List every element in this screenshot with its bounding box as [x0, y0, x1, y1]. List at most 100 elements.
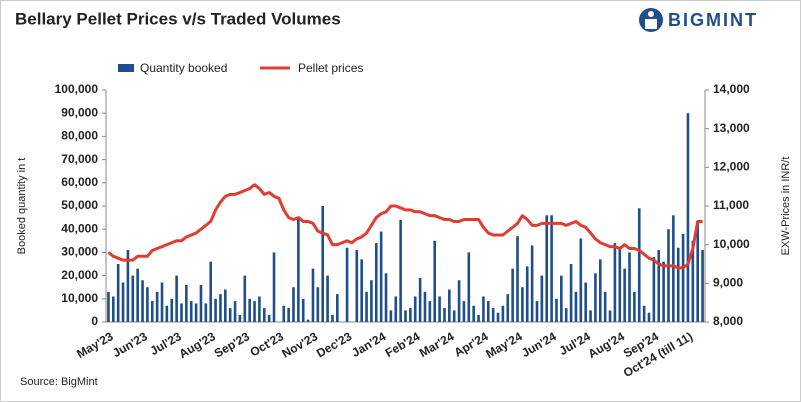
price-line — [107, 183, 703, 270]
bar — [365, 291, 368, 322]
bar — [530, 245, 534, 322]
bar — [633, 291, 636, 322]
y2-tick-label: 9,000 — [713, 276, 743, 290]
bar — [696, 222, 699, 322]
bar — [496, 312, 500, 322]
bar — [199, 284, 203, 322]
bar — [579, 238, 583, 322]
bar — [238, 315, 242, 322]
legend-swatch — [118, 64, 134, 72]
bar — [262, 308, 266, 322]
bar — [535, 301, 539, 322]
y-tick-label: 70,000 — [61, 152, 98, 166]
bar — [297, 217, 300, 322]
bar — [550, 215, 553, 322]
bar — [345, 247, 349, 322]
bar — [506, 294, 510, 322]
legend-item: Quantity booked — [118, 61, 227, 75]
bar — [516, 236, 519, 322]
logo: BIGMINT — [639, 8, 756, 32]
bar — [462, 301, 466, 322]
bar — [131, 275, 135, 322]
bar — [326, 275, 329, 322]
bar — [374, 243, 378, 322]
bar — [219, 294, 222, 322]
bar — [540, 275, 544, 322]
bar — [316, 287, 320, 322]
y-tick-label: 50,000 — [61, 198, 98, 212]
bar — [243, 275, 247, 322]
bar — [594, 273, 597, 322]
y-tick-label: 60,000 — [61, 175, 98, 189]
bar — [146, 287, 149, 322]
bar — [141, 280, 144, 322]
bar — [185, 284, 188, 322]
bar — [525, 266, 529, 322]
bar — [112, 296, 115, 322]
bar — [370, 280, 373, 322]
bar — [180, 303, 183, 322]
bar — [443, 308, 446, 322]
bar — [126, 250, 130, 322]
bar — [155, 291, 159, 322]
bar — [647, 312, 651, 322]
bar — [457, 280, 461, 322]
bar — [306, 319, 310, 322]
bar — [209, 261, 213, 322]
y2-axis-label: EXW-Prices in INR/t — [780, 157, 792, 256]
bar — [428, 301, 432, 322]
bar — [555, 298, 558, 322]
bar — [116, 264, 120, 322]
bar — [598, 259, 602, 322]
bar — [170, 298, 174, 322]
bar — [564, 308, 568, 322]
y2-tick-label: 12,000 — [713, 160, 750, 174]
logo-icon — [648, 11, 654, 17]
bar — [336, 294, 339, 322]
legend-label: Pellet prices — [298, 61, 363, 75]
bar — [613, 243, 617, 322]
bar — [472, 305, 475, 322]
bar — [413, 296, 417, 322]
y-tick-label: 100,000 — [55, 82, 99, 96]
bar — [228, 308, 232, 322]
bar — [423, 291, 427, 322]
bar — [136, 268, 139, 322]
y2-tick-label: 8,000 — [713, 314, 743, 328]
bar — [501, 305, 505, 322]
bar — [258, 296, 261, 322]
bar — [652, 257, 656, 322]
bar — [253, 301, 256, 322]
bar — [360, 259, 363, 322]
bar — [175, 275, 178, 322]
logo-icon — [645, 19, 657, 29]
y2-tick-label: 14,000 — [713, 82, 750, 96]
bar — [603, 291, 607, 322]
bar — [569, 264, 573, 322]
bar — [521, 287, 524, 322]
bar — [676, 247, 680, 322]
chart-title: Bellary Pellet Prices v/s Traded Volumes — [15, 9, 341, 28]
bar — [448, 289, 451, 322]
bar — [389, 310, 393, 322]
y-tick-label: 20,000 — [61, 268, 98, 282]
bar — [248, 298, 251, 322]
bar — [160, 282, 164, 322]
bar — [491, 308, 495, 322]
bar — [662, 261, 665, 322]
bar — [482, 296, 485, 322]
bar — [272, 252, 276, 322]
bar — [433, 240, 437, 322]
y-axis-label: Booked quantity in t — [16, 158, 28, 255]
y2-tick-label: 11,000 — [713, 198, 749, 212]
bar — [584, 282, 587, 322]
bar — [477, 315, 480, 322]
bar — [409, 308, 412, 322]
bar — [214, 298, 217, 322]
y2-tick-label: 10,000 — [713, 237, 750, 251]
bar — [194, 303, 198, 322]
y2-tick-label: 13,000 — [713, 121, 750, 135]
y-tick-label: 10,000 — [61, 291, 98, 305]
bar — [301, 298, 305, 322]
